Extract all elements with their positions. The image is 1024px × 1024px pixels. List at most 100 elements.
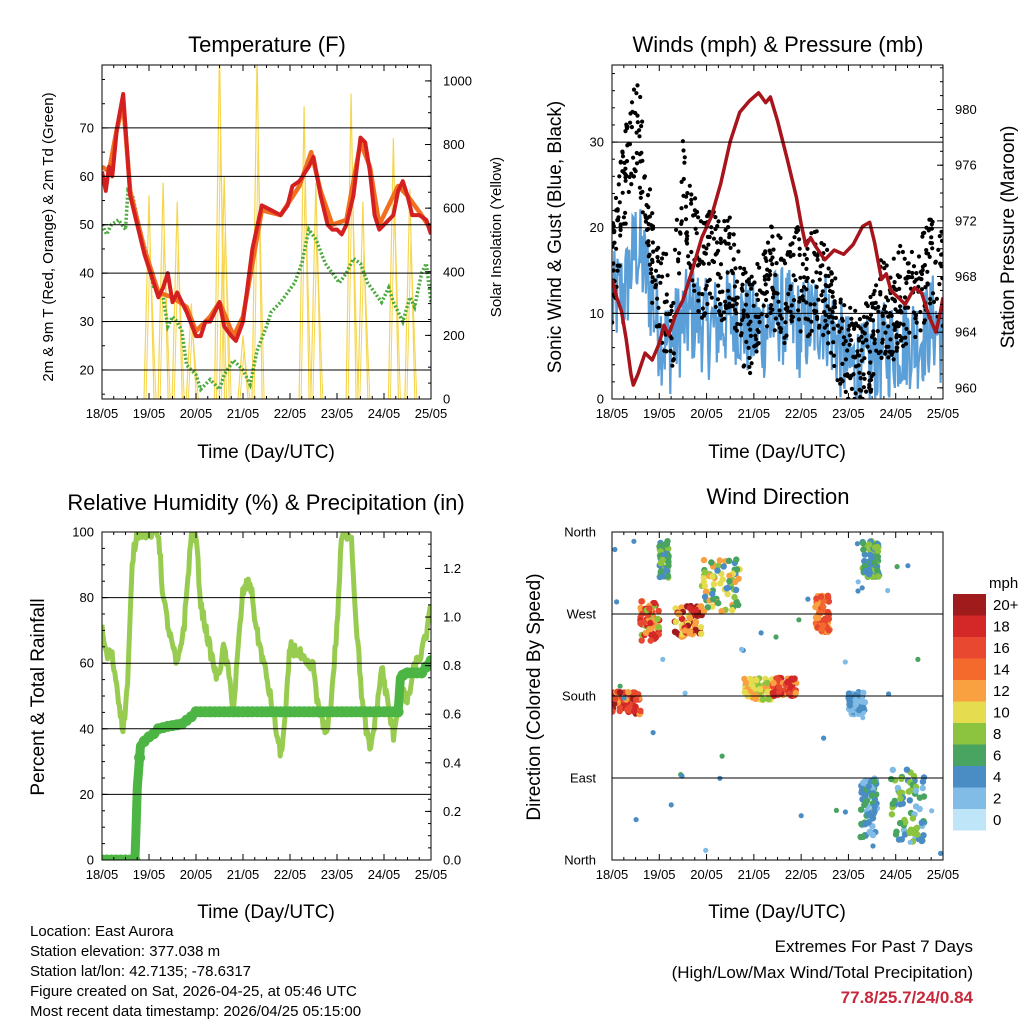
direction-point bbox=[886, 691, 892, 697]
legend-label: 10 bbox=[993, 705, 1010, 722]
direction-point bbox=[785, 690, 793, 697]
gust-point bbox=[907, 330, 912, 335]
gust-point bbox=[794, 226, 799, 231]
gust-point bbox=[940, 276, 943, 281]
gust-point bbox=[689, 249, 694, 255]
direction-point bbox=[906, 797, 913, 804]
gust-point bbox=[789, 303, 794, 308]
gust-point bbox=[677, 230, 683, 235]
gust-point bbox=[849, 386, 855, 391]
gust-point bbox=[862, 356, 867, 361]
gust-point bbox=[867, 382, 872, 387]
gust-point bbox=[858, 376, 863, 381]
gust-point bbox=[615, 217, 620, 222]
gust-point bbox=[924, 248, 929, 253]
gust-point bbox=[937, 282, 942, 287]
gust-point bbox=[827, 288, 833, 294]
gust-point bbox=[826, 341, 831, 346]
y-tick-label: 60 bbox=[80, 656, 94, 671]
humidity-plot-area bbox=[102, 532, 431, 860]
gust-point bbox=[871, 292, 876, 297]
gust-point bbox=[656, 274, 661, 279]
gust-point bbox=[857, 370, 862, 375]
gust-point bbox=[764, 297, 769, 303]
direction-point bbox=[916, 805, 923, 813]
gust-point bbox=[769, 303, 774, 308]
legend-swatch bbox=[953, 701, 986, 723]
solar-spike bbox=[171, 201, 183, 399]
gust-point bbox=[825, 304, 830, 309]
gust-point bbox=[682, 160, 687, 165]
rh-line bbox=[102, 532, 431, 759]
gust-point bbox=[824, 323, 829, 328]
gust-point bbox=[764, 324, 770, 329]
direction-point bbox=[756, 686, 763, 693]
gust-point bbox=[903, 341, 909, 346]
direction-point bbox=[842, 809, 849, 815]
gust-point bbox=[736, 249, 741, 254]
legend-label: 4 bbox=[993, 769, 1001, 786]
legend-swatch bbox=[953, 766, 986, 788]
gust-point bbox=[817, 277, 822, 282]
gust-point bbox=[716, 283, 721, 288]
direction-point bbox=[704, 604, 711, 611]
gust-point bbox=[749, 286, 754, 291]
winds-y2label: Station Pressure (Maroon) bbox=[998, 126, 1019, 349]
gust-point bbox=[704, 283, 709, 288]
direction-point bbox=[640, 618, 648, 626]
y2-tick-label: 200 bbox=[443, 328, 465, 343]
gust-point bbox=[629, 182, 634, 187]
gust-point bbox=[706, 242, 711, 247]
figure-created: Figure created on Sat, 2026-04-25, at 05… bbox=[30, 983, 357, 1000]
solar-spike bbox=[406, 241, 418, 399]
y-tick-label: 20 bbox=[590, 220, 604, 235]
gust-point bbox=[845, 348, 850, 353]
gust-point bbox=[646, 205, 651, 210]
gust-point bbox=[847, 342, 852, 347]
gust-point bbox=[776, 321, 781, 326]
direction-point bbox=[731, 578, 739, 586]
gust-point bbox=[859, 348, 864, 353]
x-tick-label: 21/05 bbox=[227, 867, 260, 882]
gust-point bbox=[633, 169, 638, 174]
direction-point bbox=[701, 593, 709, 600]
gust-point bbox=[906, 261, 911, 266]
gust-point bbox=[769, 225, 774, 230]
gust-point bbox=[640, 210, 645, 215]
direction-point bbox=[825, 627, 832, 634]
direction-point bbox=[825, 594, 832, 601]
speed-legend: 20+ 18 16 14 12 10 8 6 4 2 0 bbox=[953, 594, 1019, 831]
direction-point bbox=[889, 800, 896, 808]
gust-point bbox=[627, 174, 632, 180]
x-tick-label: 18/05 bbox=[596, 406, 629, 421]
gust-point bbox=[894, 348, 899, 353]
gust-point bbox=[691, 283, 697, 288]
gust-point bbox=[822, 298, 827, 303]
gust-point bbox=[725, 270, 730, 275]
gust-point bbox=[886, 344, 891, 349]
gust-point bbox=[929, 235, 934, 240]
gust-point bbox=[872, 288, 877, 294]
direction-point bbox=[632, 696, 640, 703]
direction-point bbox=[865, 571, 873, 578]
direction-point bbox=[725, 557, 733, 564]
gust-point bbox=[874, 283, 879, 288]
direction-point bbox=[739, 646, 745, 653]
gust-point bbox=[812, 302, 817, 307]
y2-tick-label: 1000 bbox=[443, 73, 472, 88]
gust-point bbox=[710, 258, 715, 263]
direction-point bbox=[865, 541, 873, 548]
x-tick-label: 20/05 bbox=[180, 406, 213, 421]
direction-point bbox=[612, 695, 619, 703]
gust-point bbox=[791, 298, 797, 303]
gust-point bbox=[651, 249, 656, 254]
humidity-xlabel: Time (Day/UTC) bbox=[197, 902, 335, 923]
direction-point bbox=[860, 715, 866, 721]
gust-point bbox=[853, 364, 859, 369]
direction-point bbox=[918, 837, 925, 845]
gust-point bbox=[885, 298, 891, 303]
gust-point bbox=[727, 232, 732, 237]
gust-point bbox=[631, 174, 637, 179]
gust-point bbox=[898, 338, 904, 343]
direction-point bbox=[875, 573, 882, 580]
